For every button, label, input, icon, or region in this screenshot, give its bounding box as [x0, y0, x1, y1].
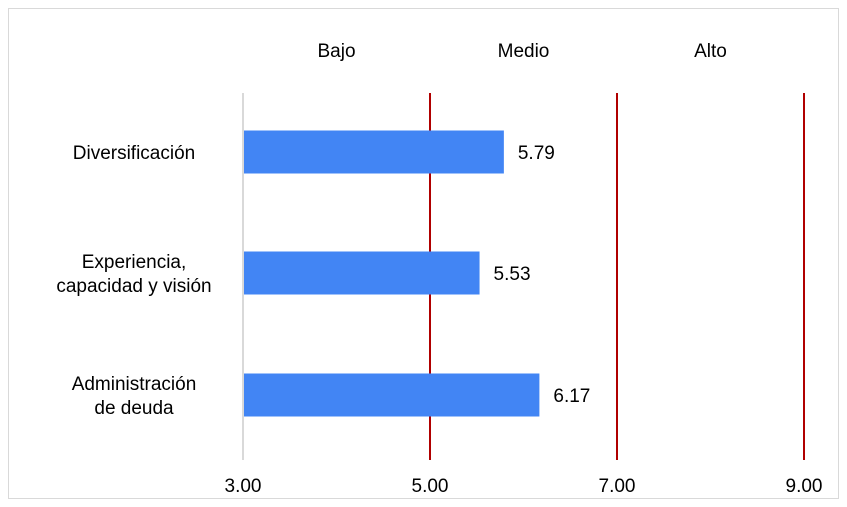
- category-label-1-0: Experiencia,: [82, 252, 187, 273]
- zone-label-2: Alto: [694, 41, 727, 62]
- category-label-2-1: de deuda: [94, 398, 174, 419]
- category-label-2-0: Administración: [72, 374, 197, 395]
- x-tick-label-1: 5.00: [412, 476, 449, 497]
- x-tick-label-0: 3.00: [225, 476, 262, 497]
- x-tick-label-2: 7.00: [599, 476, 636, 497]
- bar-0: [244, 130, 504, 174]
- x-tick-label-3: 9.00: [786, 476, 823, 497]
- value-label-0: 5.79: [518, 143, 555, 164]
- category-label-0-0: Diversificación: [73, 143, 195, 164]
- zone-label-1: Medio: [498, 41, 550, 62]
- zone-label-0: Bajo: [317, 41, 355, 62]
- category-label-1-1: capacidad y visión: [56, 276, 211, 297]
- bar-2: [244, 373, 540, 417]
- value-label-2: 6.17: [553, 386, 590, 407]
- bar-1: [244, 251, 480, 295]
- value-label-1: 5.53: [494, 264, 531, 285]
